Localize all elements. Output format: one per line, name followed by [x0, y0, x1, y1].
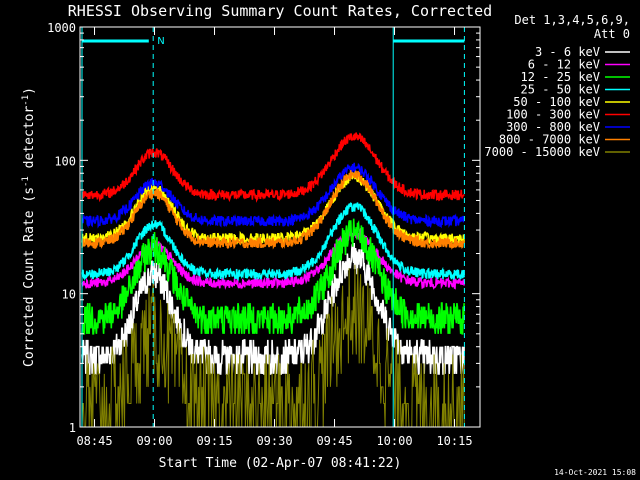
- legend-label-3: 25 - 50 keV: [521, 83, 600, 97]
- y-tick-label-3: 1000: [47, 21, 76, 35]
- y-label-mid: detector: [22, 106, 37, 177]
- y-label-sup2: -1: [21, 95, 31, 106]
- chart-title: RHESSI Observing Summary Count Rates, Co…: [68, 2, 492, 20]
- y-label-main: Corrected Count Rate (s: [22, 187, 37, 367]
- legend-label-7: 800 - 7000 keV: [499, 133, 600, 147]
- tick-layer: 08:45 09:00 09:15 09:30 09:45 10:00 10:15 1 10 10…: [47, 21, 480, 448]
- timestamp: 14-Oct-2021 15:08: [554, 468, 636, 477]
- series-line-6: [81, 162, 465, 229]
- x-axis-label: Start Time (02-Apr-07 08:41:22): [159, 456, 402, 471]
- series-line-3: [81, 202, 465, 282]
- x-tick-label-6: 10:15: [436, 434, 472, 448]
- marker-layer: N: [81, 27, 465, 427]
- y-label-end: ): [22, 87, 37, 95]
- series-line-8: [81, 264, 465, 428]
- y-label-sup1: -1: [21, 176, 31, 187]
- x-tick-label-4: 09:45: [316, 434, 352, 448]
- series-line-2: [81, 218, 465, 335]
- legend-label-0: 3 - 6 keV: [535, 45, 600, 59]
- x-tick-label-2: 09:15: [196, 434, 232, 448]
- legend-label-4: 50 - 100 keV: [513, 95, 600, 109]
- x-tick-label-5: 10:00: [376, 434, 412, 448]
- series-line-7: [81, 170, 465, 250]
- y-tick-label-0: 1: [69, 421, 76, 435]
- legend-label-2: 12 - 25 keV: [521, 70, 600, 84]
- legend-header-line1: Det 1,3,4,5,6,9,: [514, 13, 630, 27]
- legend-label-6: 300 - 800 keV: [506, 120, 600, 134]
- series-line-4: [81, 172, 465, 246]
- y-tick-label-2: 100: [54, 154, 76, 168]
- series-layer: [81, 132, 465, 428]
- x-tick-label-0: 08:45: [76, 434, 112, 448]
- x-tick-label-3: 09:30: [256, 434, 292, 448]
- legend-header-line2: Att 0: [594, 27, 630, 41]
- plot-frame: [79, 26, 481, 428]
- x-tick-label-1: 09:00: [136, 434, 172, 448]
- series-line-5: [81, 132, 465, 203]
- y-axis-label: Corrected Count Rate (s-1 detector-1): [21, 87, 37, 367]
- saa-marker-label: N: [157, 36, 164, 47]
- legend-label-8: 7000 - 15000 keV: [484, 145, 600, 159]
- y-tick-label-1: 10: [62, 288, 76, 302]
- legend-label-5: 100 - 300 keV: [506, 108, 600, 122]
- legend-label-1: 6 - 12 keV: [528, 58, 600, 72]
- series-line-0: [81, 242, 465, 375]
